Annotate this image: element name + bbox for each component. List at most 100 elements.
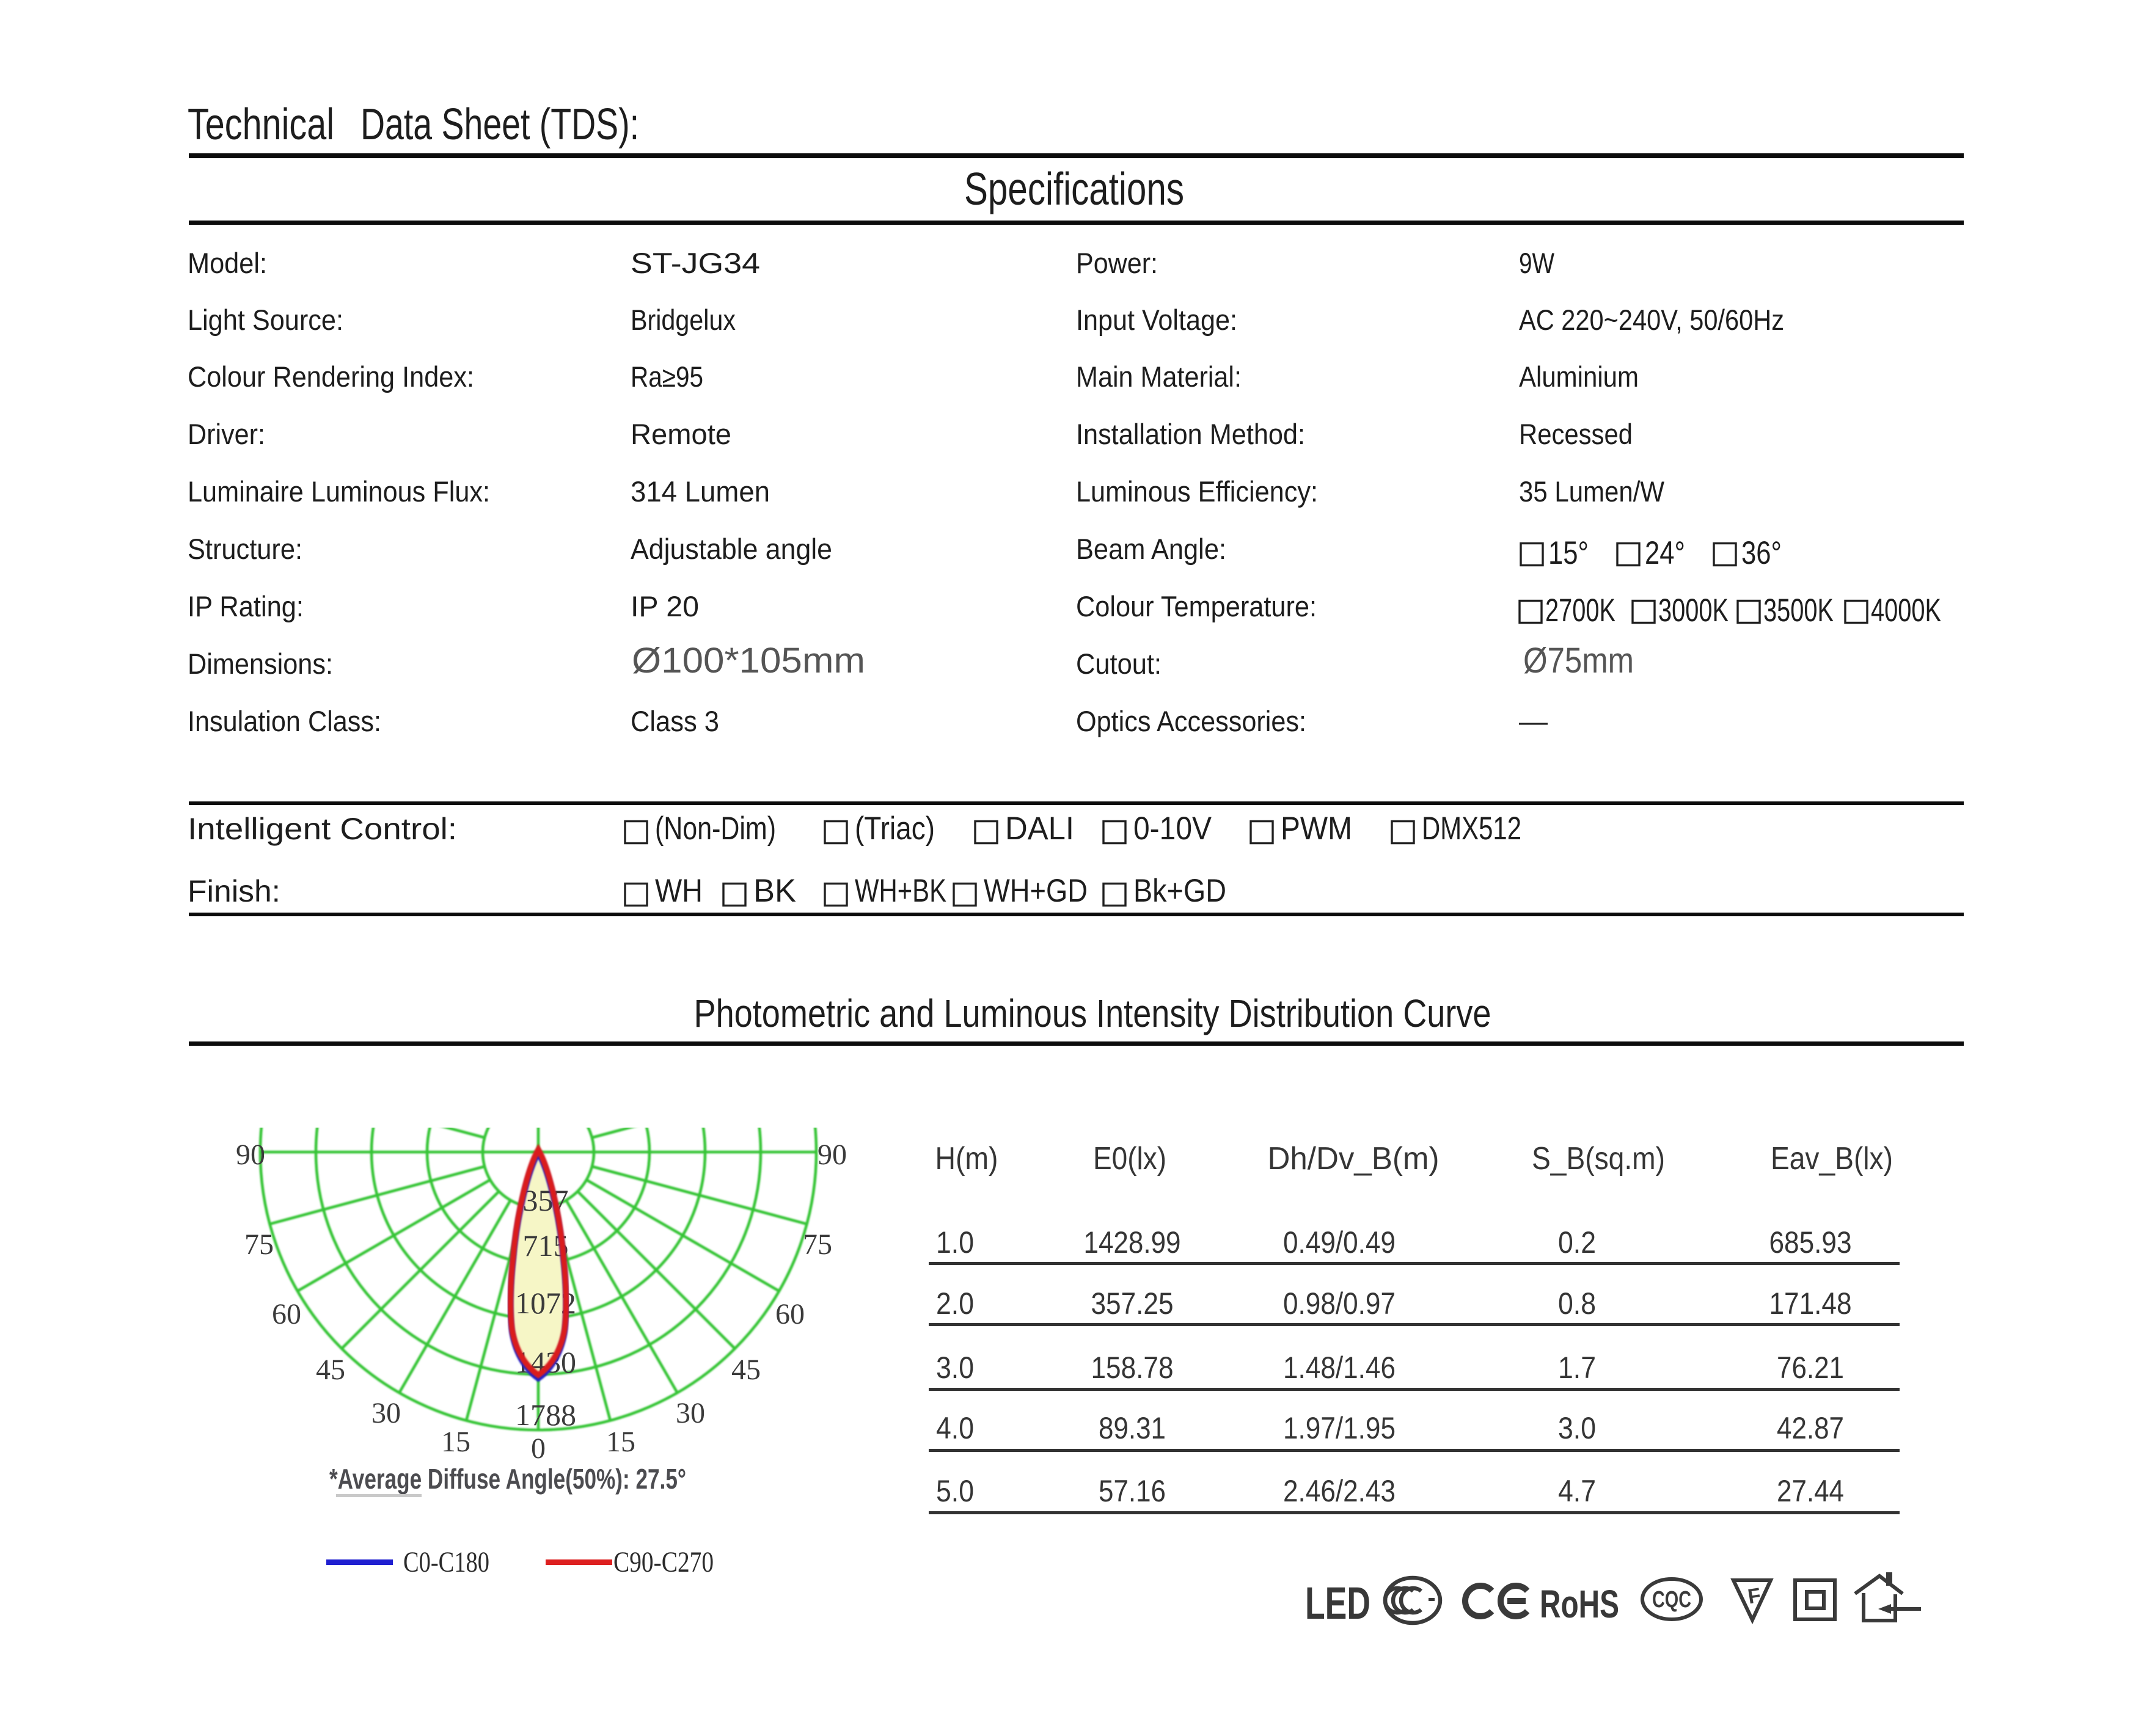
svg-text:89.31: 89.31: [1099, 1411, 1166, 1445]
svg-text:1.97/1.95: 1.97/1.95: [1283, 1411, 1396, 1445]
svg-text:314 Lumen: 314 Lumen: [631, 475, 770, 508]
svg-text:Light Source:: Light Source:: [188, 304, 343, 336]
svg-text:PWM: PWM: [1281, 811, 1352, 847]
svg-text:15°: 15°: [1548, 535, 1589, 571]
svg-text:AC 220~240V, 50/60Hz: AC 220~240V, 50/60Hz: [1519, 304, 1784, 336]
svg-text:45: 45: [316, 1354, 345, 1386]
svg-text:Luminaire Luminous Flux:: Luminaire Luminous Flux:: [188, 475, 490, 508]
svg-text:Main Material:: Main Material:: [1076, 360, 1242, 393]
svg-text:0-10V: 0-10V: [1133, 811, 1212, 847]
svg-text:C0-C180: C0-C180: [403, 1546, 489, 1578]
svg-text:Driver:: Driver:: [188, 418, 265, 450]
svg-text:4.7: 4.7: [1558, 1474, 1596, 1508]
svg-text:2.46/2.43: 2.46/2.43: [1283, 1474, 1396, 1508]
svg-text:685.93: 685.93: [1769, 1225, 1852, 1260]
svg-text:ST-JG34: ST-JG34: [631, 247, 760, 279]
svg-text:DALI: DALI: [1005, 811, 1074, 847]
svg-text:WH: WH: [655, 873, 703, 909]
svg-text:Input Voltage:: Input Voltage:: [1076, 304, 1237, 336]
svg-text:Bridgelux: Bridgelux: [631, 304, 736, 336]
svg-text:—: —: [1519, 705, 1548, 737]
svg-text:27.44: 27.44: [1777, 1474, 1844, 1508]
svg-text:90: 90: [818, 1139, 847, 1171]
svg-text:30: 30: [371, 1397, 401, 1429]
svg-text:RoHS: RoHS: [1540, 1582, 1619, 1626]
svg-text:(Non-Dim): (Non-Dim): [655, 811, 776, 847]
svg-text:Remote: Remote: [631, 418, 731, 450]
svg-text:75: 75: [244, 1228, 274, 1261]
svg-text:35 Lumen/W: 35 Lumen/W: [1519, 475, 1665, 508]
svg-text:IP Rating:: IP Rating:: [188, 590, 304, 622]
svg-text:Luminous Efficiency:: Luminous Efficiency:: [1076, 475, 1318, 508]
svg-text:3000K: 3000K: [1658, 593, 1729, 629]
svg-text:0.98/0.97: 0.98/0.97: [1283, 1286, 1396, 1321]
svg-text:1.7: 1.7: [1558, 1351, 1596, 1385]
svg-text:Finish:: Finish:: [188, 874, 280, 908]
svg-text:E0(lx): E0(lx): [1093, 1141, 1166, 1176]
svg-text:1428.99: 1428.99: [1084, 1225, 1181, 1260]
svg-text:75: 75: [803, 1228, 832, 1261]
svg-text:0.49/0.49: 0.49/0.49: [1283, 1225, 1396, 1260]
svg-text:Structure:: Structure:: [188, 533, 302, 565]
svg-text:(Triac): (Triac): [855, 811, 935, 847]
svg-text:357: 357: [523, 1183, 569, 1217]
svg-text:Beam Angle:: Beam Angle:: [1076, 533, 1226, 565]
svg-text:171.48: 171.48: [1769, 1286, 1852, 1321]
svg-text:4000K: 4000K: [1871, 593, 1941, 629]
svg-text:3.0: 3.0: [936, 1351, 974, 1385]
svg-text:Cutout:: Cutout:: [1076, 647, 1162, 680]
svg-text:36°: 36°: [1741, 535, 1782, 571]
svg-text:LED: LED: [1305, 1578, 1370, 1628]
svg-text:Dimensions:: Dimensions:: [188, 647, 333, 680]
svg-text:Power:: Power:: [1076, 247, 1158, 279]
svg-text:Model:: Model:: [188, 247, 267, 279]
svg-text:24°: 24°: [1645, 535, 1685, 571]
svg-text:15: 15: [606, 1426, 635, 1458]
svg-text:Dh/Dv_B(m): Dh/Dv_B(m): [1268, 1141, 1440, 1176]
svg-text:IP 20: IP 20: [631, 590, 699, 622]
svg-text:57.16: 57.16: [1099, 1474, 1166, 1508]
svg-text:Specifications: Specifications: [964, 163, 1184, 214]
svg-text:15: 15: [441, 1426, 470, 1458]
svg-text:Ø75mm: Ø75mm: [1523, 641, 1634, 680]
svg-text:Bk+GD: Bk+GD: [1133, 873, 1226, 909]
svg-text:2.0: 2.0: [936, 1286, 974, 1321]
svg-text:Ø100*105mm: Ø100*105mm: [632, 641, 865, 680]
svg-text:1.48/1.46: 1.48/1.46: [1283, 1351, 1396, 1385]
svg-text:2700K: 2700K: [1545, 593, 1615, 629]
svg-text:0.8: 0.8: [1558, 1286, 1596, 1321]
svg-text:WH+BK: WH+BK: [855, 873, 946, 909]
svg-text:Optics Accessories:: Optics Accessories:: [1076, 705, 1306, 737]
svg-text:90: 90: [236, 1139, 265, 1171]
svg-text:Photometric and Luminous Inten: Photometric and Luminous Intensity Distr…: [694, 991, 1491, 1035]
svg-text:5.0: 5.0: [936, 1474, 974, 1508]
svg-text:WH+GD: WH+GD: [984, 873, 1088, 909]
svg-text:30: 30: [676, 1397, 705, 1429]
svg-text:H(m): H(m): [935, 1141, 998, 1176]
svg-text:0: 0: [531, 1432, 546, 1465]
svg-text:BK: BK: [753, 873, 796, 909]
svg-text:0.2: 0.2: [1558, 1225, 1596, 1260]
svg-text:Technical: Technical: [188, 100, 334, 149]
svg-text:Ra≥95: Ra≥95: [631, 360, 703, 393]
svg-text:42.87: 42.87: [1777, 1411, 1844, 1445]
svg-text:Insulation Class:: Insulation Class:: [188, 705, 381, 737]
svg-text:Class 3: Class 3: [631, 705, 719, 737]
svg-text:9W: 9W: [1519, 247, 1555, 279]
svg-text:Data Sheet (TDS):: Data Sheet (TDS):: [360, 100, 639, 149]
svg-text:DMX512: DMX512: [1422, 811, 1521, 847]
svg-text:1788: 1788: [515, 1398, 576, 1432]
svg-text:C90-C270: C90-C270: [613, 1546, 714, 1578]
svg-text:*Average Diffuse Angle(50%): 2: *Average Diffuse Angle(50%): 27.5°: [329, 1463, 686, 1495]
svg-text:CQC: CQC: [1652, 1587, 1691, 1613]
svg-text:4.0: 4.0: [936, 1411, 974, 1445]
svg-text:Eav_B(lx): Eav_B(lx): [1771, 1141, 1893, 1176]
svg-text:Installation Method:: Installation Method:: [1076, 418, 1305, 450]
svg-text:3500K: 3500K: [1763, 593, 1834, 629]
svg-text:Colour Rendering Index:: Colour Rendering Index:: [188, 360, 474, 393]
svg-text:357.25: 357.25: [1091, 1286, 1174, 1321]
svg-text:Aluminium: Aluminium: [1519, 360, 1639, 393]
svg-text:60: 60: [775, 1298, 805, 1330]
svg-text:1.0: 1.0: [936, 1225, 974, 1260]
svg-text:45: 45: [731, 1354, 761, 1386]
